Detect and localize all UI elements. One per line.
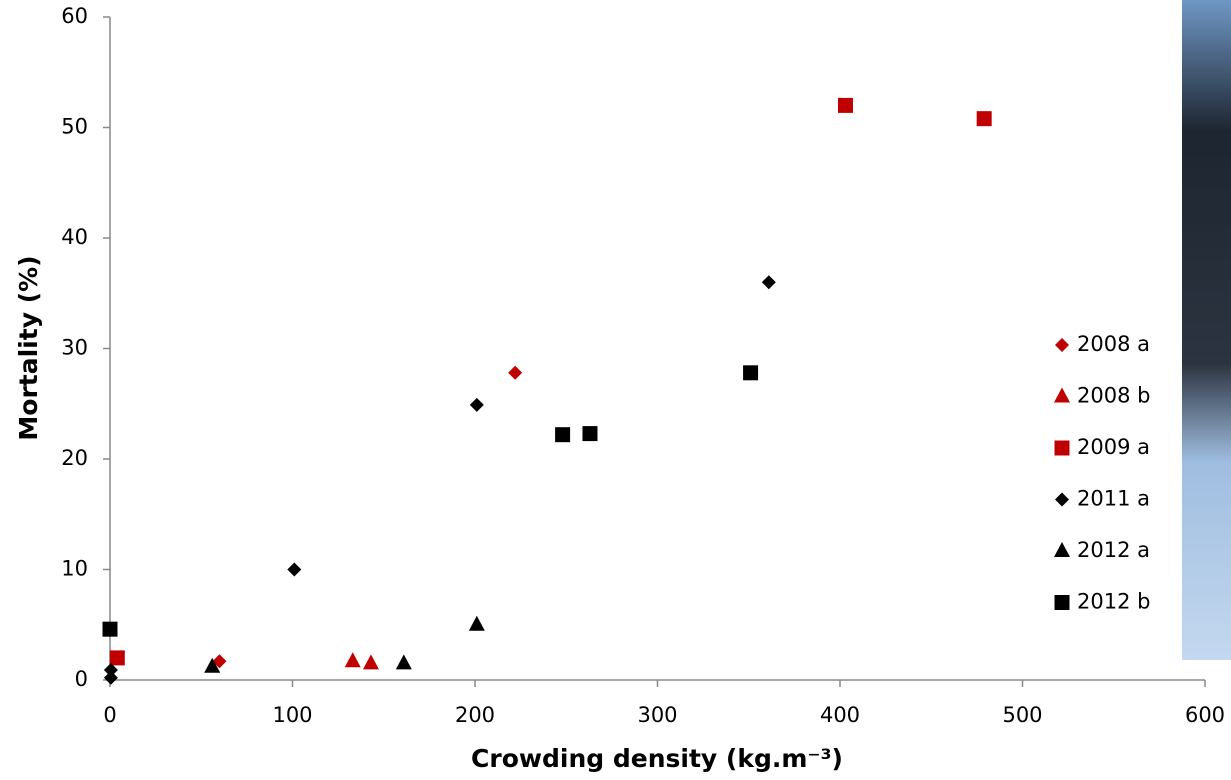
y-tick-label: 0 xyxy=(75,667,88,691)
x-axis-title: Crowding density (kg.m⁻³) xyxy=(471,744,843,773)
legend-label: 2012 b xyxy=(1077,590,1150,614)
legend-label: 2008 b xyxy=(1077,384,1150,408)
point xyxy=(761,275,776,290)
legend-marker xyxy=(1054,595,1070,610)
legend-label: 2009 a xyxy=(1077,435,1150,459)
legend-marker xyxy=(1054,387,1070,403)
x-tick-label: 500 xyxy=(1002,703,1042,727)
legend-label: 2012 a xyxy=(1077,538,1150,562)
point xyxy=(103,670,118,685)
point xyxy=(287,562,302,577)
point xyxy=(362,654,379,670)
x-tick-label: 300 xyxy=(637,703,677,727)
photo xyxy=(1182,0,1231,660)
legend-label: 2011 a xyxy=(1077,487,1150,511)
point xyxy=(508,365,523,380)
point xyxy=(976,111,992,127)
y-tick-label: 40 xyxy=(61,225,88,249)
x-tick-label: 0 xyxy=(103,703,116,727)
point xyxy=(395,654,412,670)
y-tick-label: 10 xyxy=(61,557,88,581)
point xyxy=(468,615,485,631)
point xyxy=(103,663,118,678)
point xyxy=(344,652,361,668)
legend-marker xyxy=(1054,542,1070,557)
x-tick-label: 400 xyxy=(820,703,860,727)
point xyxy=(212,654,227,669)
y-axis-title: Mortality (%) xyxy=(14,255,43,440)
legend-marker xyxy=(1054,440,1070,456)
y-tick-label: 60 xyxy=(61,4,88,28)
point xyxy=(102,621,118,637)
point xyxy=(743,365,759,381)
legend-marker xyxy=(1055,492,1069,507)
x-tick-label: 600 xyxy=(1185,703,1225,727)
legend-marker xyxy=(1055,338,1069,352)
point xyxy=(555,427,571,443)
point xyxy=(582,426,598,442)
y-tick-label: 50 xyxy=(61,115,88,139)
y-tick-label: 30 xyxy=(61,336,88,360)
point xyxy=(469,397,484,412)
y-tick-label: 20 xyxy=(61,446,88,470)
point xyxy=(204,657,221,673)
point xyxy=(837,97,853,113)
x-tick-label: 100 xyxy=(272,703,312,727)
legend-label: 2008 a xyxy=(1077,332,1150,356)
x-tick-label: 200 xyxy=(455,703,495,727)
point xyxy=(109,650,125,666)
